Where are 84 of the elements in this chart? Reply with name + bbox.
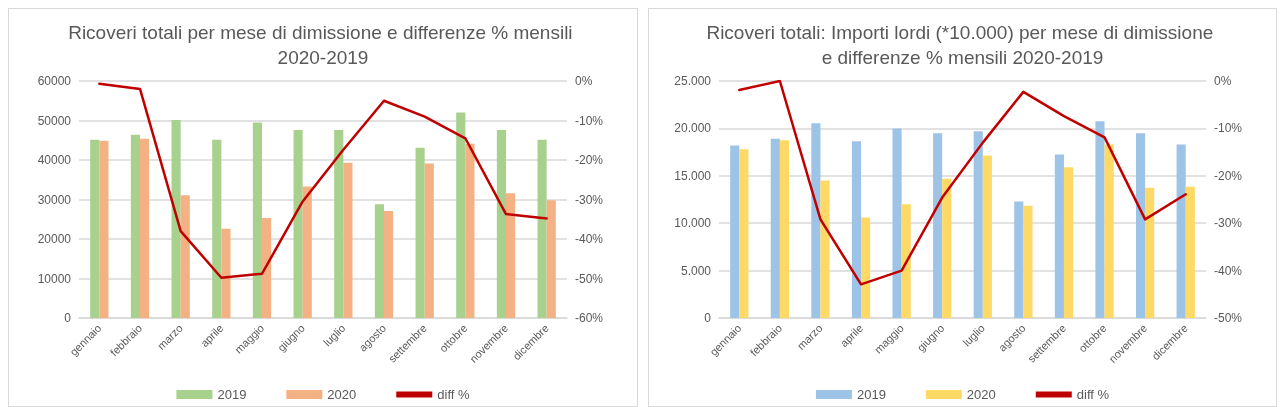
y2-tick-label: 0% (1214, 74, 1232, 88)
bar (779, 140, 790, 318)
legend-label: diff % (437, 387, 470, 402)
y-tick-label: 40000 (37, 153, 72, 167)
bar (456, 112, 466, 318)
y2-tick-label: -40% (575, 232, 604, 246)
bar (1054, 154, 1064, 318)
y2-tick-label: 0% (575, 74, 593, 88)
bar (1135, 133, 1146, 318)
bar (730, 145, 740, 318)
y2-tick-label: -30% (575, 192, 604, 207)
legend-label: 2020 (966, 387, 996, 402)
chart-title: Ricoveri totali per mese di dimissione e differenze % mensili 2020-2019 (68, 22, 578, 68)
legend-label: 2019 (856, 387, 886, 402)
y2-tick-label: -30% (1214, 216, 1243, 231)
y2-tick-label: -50% (1214, 311, 1243, 325)
bar (811, 123, 821, 318)
y2-tick-label: -10% (575, 113, 604, 128)
bar (892, 128, 902, 318)
chart-title: Ricoveri totali: Importi lordi (*10.000) per mese di dimissione e differenze % mensili 2020-2019 (706, 22, 1219, 68)
bar (820, 180, 830, 318)
y2-tick-label: -20% (575, 153, 604, 167)
bar (212, 139, 222, 318)
line-series (98, 82, 548, 279)
y-tick-label: 0 (704, 311, 712, 325)
legend-label: 2019 (217, 387, 247, 402)
bar (982, 155, 992, 318)
bar (496, 129, 506, 318)
legend-label: 2020 (327, 387, 357, 402)
y2-tick-label: -10% (1214, 121, 1243, 136)
bar (537, 139, 547, 318)
bar (293, 129, 303, 318)
bar (506, 193, 516, 318)
y2-tick-label: -40% (1214, 263, 1243, 278)
y-tick-label: 60000 (37, 74, 72, 88)
bar (1063, 167, 1074, 318)
y-tick-label: 20.000 (674, 121, 712, 136)
y-tick-label: 10000 (37, 271, 72, 286)
bar (140, 138, 150, 318)
bar (252, 122, 262, 318)
bar (1023, 205, 1033, 318)
bar (973, 131, 983, 318)
bar (901, 204, 911, 318)
legend-label: diff % (1076, 387, 1110, 402)
y-tick-label: 10.000 (674, 216, 712, 231)
bar (374, 204, 384, 318)
bar (1145, 187, 1155, 318)
bar (384, 210, 394, 318)
bar (1176, 144, 1186, 318)
bar (262, 218, 272, 318)
bar (1104, 144, 1114, 318)
bar (130, 134, 140, 318)
bar (942, 178, 952, 318)
bar (221, 228, 231, 318)
bar (1185, 186, 1195, 318)
bar (739, 149, 749, 318)
bar (90, 139, 100, 318)
bar (1014, 201, 1024, 318)
bar (933, 133, 943, 318)
bar (1095, 121, 1105, 318)
y-tick-label: 5.000 (680, 263, 712, 278)
bar (546, 200, 556, 318)
bar (180, 195, 190, 318)
y2-tick-label: -60% (575, 311, 604, 325)
line-series (738, 79, 1187, 286)
bar (302, 186, 312, 318)
bar (334, 129, 344, 318)
y-tick-label: 50000 (37, 113, 72, 128)
bar (424, 163, 434, 318)
bar (415, 147, 425, 318)
bar (465, 143, 475, 318)
bar (171, 120, 181, 318)
y-tick-label: 0 (64, 311, 72, 325)
y-tick-label: 15.000 (674, 168, 712, 183)
bar (861, 217, 871, 318)
y-tick-label: 20000 (37, 232, 72, 246)
bar (99, 140, 109, 318)
bar (770, 138, 780, 318)
bar (343, 162, 353, 318)
y2-tick-label: -50% (575, 271, 604, 286)
y-tick-label: 25.000 (674, 74, 712, 88)
bar (851, 141, 862, 318)
y-tick-label: 30000 (37, 192, 72, 207)
y2-tick-label: -20% (1214, 168, 1243, 183)
